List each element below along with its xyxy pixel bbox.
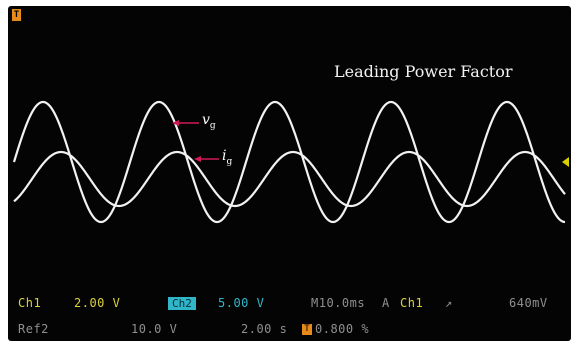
ch2-scale: 5.00 V (218, 296, 265, 310)
ref2-label: Ref2 (18, 322, 49, 336)
voltage-arrowhead (172, 120, 179, 126)
ref2-value: 0.800 % (315, 322, 370, 336)
trigger-level: 640mV (509, 296, 548, 310)
ch2-label: Ch2 (168, 297, 196, 310)
chart-title: Leading Power Factor (334, 62, 513, 81)
trigger-source: Ch1 (400, 296, 424, 310)
ref2-time: 2.00 s (241, 322, 288, 336)
voltage-label: vg (202, 112, 216, 131)
ch1-scale: 2.00 V (74, 296, 121, 310)
current-arrowhead (194, 156, 201, 162)
current-trace (13, 150, 566, 208)
trigger-slope-icon: ↗ (445, 296, 453, 310)
scope-screen: T Leading Power Factor vg ig Ch1 2.00 V … (8, 6, 571, 341)
trigger-mode: A (382, 296, 390, 310)
voltage-trace (12, 100, 566, 224)
ch1-label: Ch1 (18, 296, 42, 310)
trigger-position-icon: T (12, 9, 21, 21)
ref2-scale: 10.0 V (131, 322, 178, 336)
waveform-display (12, 100, 566, 224)
ref2-marker-icon: T (302, 324, 312, 335)
trigger-level-icon (562, 157, 569, 167)
timebase: M10.0ms (311, 296, 366, 310)
current-label: ig (222, 148, 233, 167)
